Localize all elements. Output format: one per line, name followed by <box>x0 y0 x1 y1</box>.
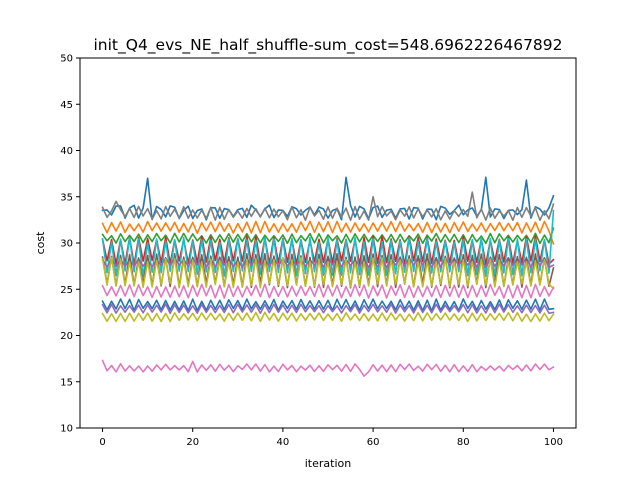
series-line-14 <box>101 359 555 377</box>
series-line-12 <box>101 303 555 315</box>
series-line-9 <box>101 256 555 290</box>
series-line-4 <box>101 227 555 245</box>
series-line-13 <box>101 311 555 323</box>
y-tick-label: 10 <box>60 424 73 435</box>
y-tick-label: 30 <box>60 239 73 250</box>
y-tick-label: 50 <box>60 54 73 65</box>
series-line-10 <box>101 283 555 299</box>
y-tick-label: 40 <box>60 146 73 157</box>
x-tick-label: 80 <box>457 437 470 448</box>
series-line-11 <box>101 298 555 312</box>
chart-title: init_Q4_evs_NE_half_shuffle-sum_cost=548… <box>93 36 562 55</box>
y-tick-label: 15 <box>60 377 73 388</box>
y-axis-label: cost <box>34 231 47 255</box>
x-tick-label: 100 <box>544 437 563 448</box>
x-axis-label: iteration <box>305 457 351 470</box>
series-line-2 <box>101 191 555 222</box>
y-tick-label: 25 <box>60 285 73 296</box>
x-tick-label: 60 <box>367 437 380 448</box>
series-line-3 <box>101 220 555 245</box>
y-tick-label: 20 <box>60 331 73 342</box>
axes-layer: 0 20 40 60 80 100 10 15 20 25 30 35 40 45 50 <box>60 54 577 448</box>
x-tick-label: 40 <box>277 437 290 448</box>
series-layer <box>101 176 555 377</box>
y-tick-label: 45 <box>60 100 73 111</box>
x-tick-label: 0 <box>99 437 105 448</box>
y-tick-label: 35 <box>60 192 73 203</box>
x-tick-label: 20 <box>186 437 199 448</box>
